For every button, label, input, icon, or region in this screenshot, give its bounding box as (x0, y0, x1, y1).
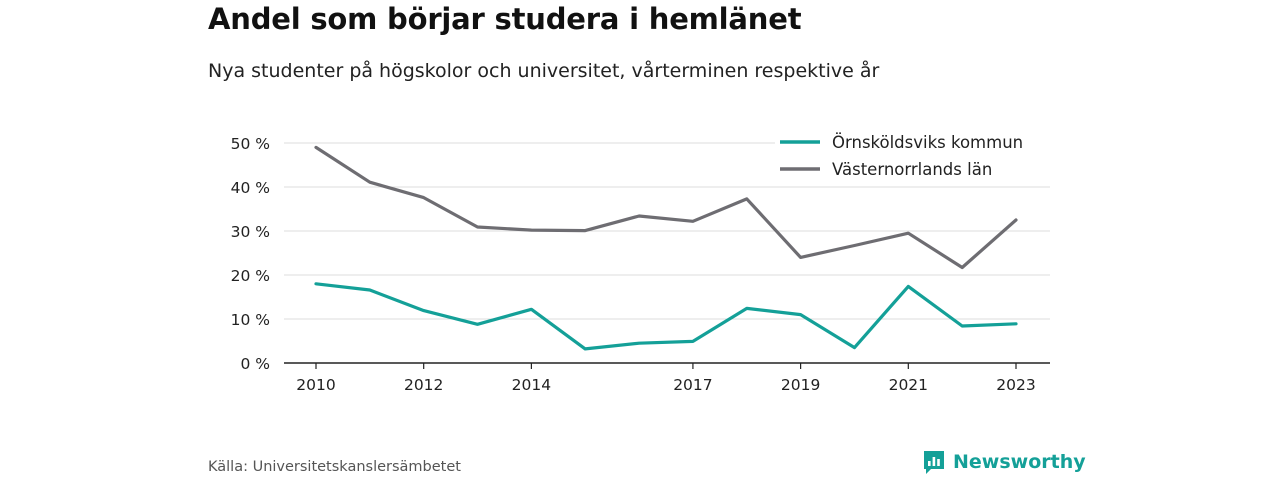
x-tick-label: 2014 (512, 376, 551, 394)
source-note: Källa: Universitetskanslersämbetet (208, 459, 461, 475)
y-tick-label: 40 % (231, 179, 270, 197)
series-line (314, 145, 1018, 270)
legend-label: Västernorrlands län (832, 160, 992, 179)
chart-title: Andel som börjar studera i hemlänet (208, 2, 802, 36)
brand-logo: Newsworthy (922, 449, 1086, 475)
x-tick-label: 2023 (996, 376, 1035, 394)
y-tick-label: 20 % (231, 267, 270, 285)
y-tick-label: 50 % (231, 135, 270, 153)
y-tick-label: 10 % (231, 311, 270, 329)
x-tick-label: 2017 (673, 376, 712, 394)
x-tick-label: 2021 (889, 376, 928, 394)
legend-background (775, 127, 1055, 185)
x-tick-label: 2019 (781, 376, 820, 394)
brand-name: Newsworthy (953, 451, 1086, 473)
line-chart: 0 % 10 % 20 % 30 % 40 % 50 % 2010 2012 2014 2017 2… (230, 127, 1055, 394)
chart-logo-icon (924, 451, 944, 474)
legend-label: Örnsköldsviks kommun (832, 133, 1023, 152)
x-tick-label: 2012 (404, 376, 443, 394)
y-tick-label: 30 % (231, 223, 270, 241)
y-tick-label: 0 % (240, 355, 270, 373)
series-line (314, 282, 1018, 351)
x-tick-label: 2010 (296, 376, 335, 394)
chart-subtitle: Nya studenter på högskolor och universit… (208, 60, 880, 82)
